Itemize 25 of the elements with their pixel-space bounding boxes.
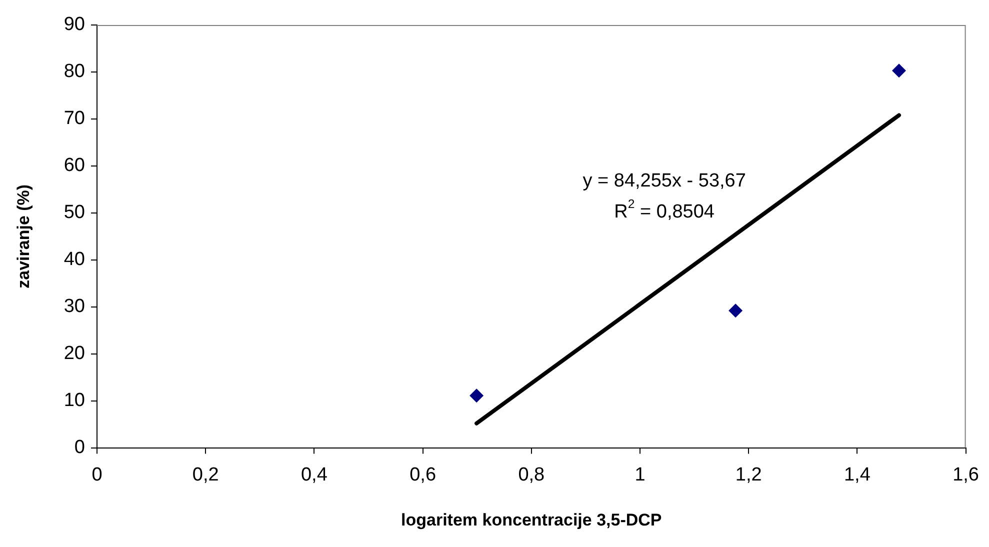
- y-axis-title: zaviranje (%): [14, 184, 33, 288]
- y-tick-label: 70: [64, 108, 85, 130]
- x-tick-label: 0: [92, 464, 102, 486]
- x-tick-label: 1: [634, 464, 646, 486]
- x-tick-label: 0,6: [410, 464, 436, 486]
- x-tick-label: 0,4: [300, 464, 328, 486]
- x-axis-title: logaritem koncentracije 3,5-DCP: [401, 510, 662, 530]
- y-tick-label: 30: [64, 296, 85, 318]
- point: [470, 388, 484, 403]
- y-tick-label: 0: [74, 437, 85, 458]
- y-tick-label: 80: [64, 61, 85, 82]
- x-tick-label: 0,8: [518, 464, 545, 486]
- y-tick-label: 50: [64, 202, 85, 224]
- x-tick-label: 1,4: [844, 464, 871, 486]
- y-tick-label: 60: [64, 155, 85, 176]
- x-tick-label: 1,2: [735, 464, 762, 486]
- y-tick-label: 40: [64, 249, 85, 270]
- point: [892, 64, 906, 78]
- y-tick-label: 90: [64, 14, 85, 36]
- x-tick-label: 0,2: [192, 464, 219, 486]
- point: [728, 304, 743, 318]
- annotation: y = 84,255x - 53,67: [582, 170, 746, 192]
- y-tick-label: 20: [64, 343, 85, 364]
- y-tick-label: 10: [64, 390, 85, 412]
- x-tick-label: 1,6: [952, 464, 980, 486]
